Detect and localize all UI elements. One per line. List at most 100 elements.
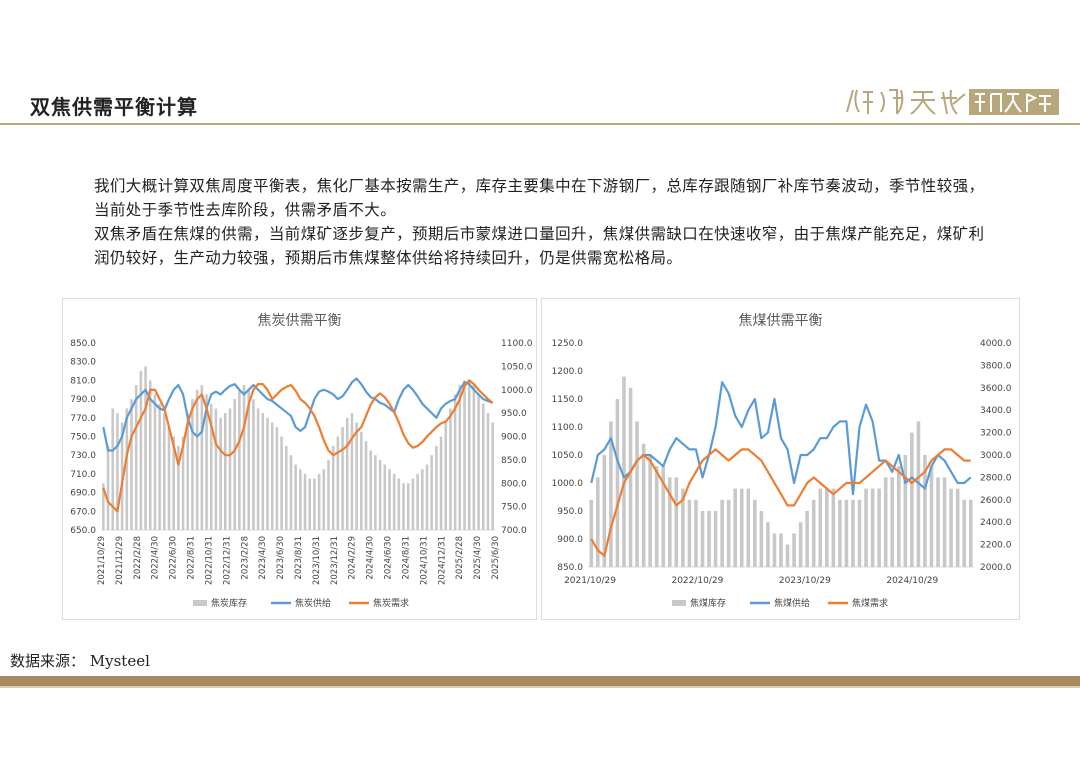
- x-tick-label: 2025/4/30: [473, 536, 483, 580]
- legend-swatch-inventory: [193, 600, 207, 606]
- inventory-bar: [172, 436, 175, 530]
- inventory-bar: [622, 376, 626, 567]
- inventory-bar: [383, 464, 387, 530]
- y-left-tick-label: 830.0: [70, 358, 96, 368]
- y-right-tick-label: 3800.0: [980, 361, 1012, 371]
- y-left-tick-label: 650.0: [70, 526, 96, 536]
- y-right-tick-label: 2800.0: [980, 473, 1012, 483]
- inventory-bar: [416, 473, 419, 530]
- inventory-bar: [936, 477, 940, 567]
- inventory-bar: [116, 413, 119, 531]
- inventory-bar: [294, 464, 297, 530]
- inventory-bar: [851, 499, 855, 567]
- y-right-tick-label: 3600.0: [980, 384, 1012, 394]
- inventory-bar: [336, 436, 340, 530]
- body-paragraph-1: 我们大概计算双焦周度平衡表，焦化厂基本按需生产，库存主要集中在下游钢厂，总库存跟…: [94, 177, 985, 219]
- inventory-bar: [181, 436, 185, 530]
- x-tick-label: 2022/6/30: [169, 536, 179, 580]
- y-left-tick-label: 710.0: [70, 470, 96, 480]
- x-tick-label: 2021/10/29: [564, 576, 616, 586]
- y-right-tick-label: 2400.0: [980, 518, 1012, 528]
- inventory-bar: [224, 413, 227, 531]
- inventory-bar: [477, 394, 480, 530]
- inventory-bar: [247, 389, 251, 530]
- inventory-bar: [916, 421, 921, 567]
- inventory-bar: [779, 533, 783, 567]
- inventory-bar: [458, 385, 462, 530]
- inventory-bar: [486, 413, 490, 531]
- inventory-bar: [392, 473, 396, 530]
- inventory-bar: [303, 473, 307, 530]
- inventory-bar: [214, 408, 218, 530]
- inventory-bar: [805, 511, 809, 567]
- inventory-bar: [331, 445, 335, 530]
- x-tick-label: 2021/12/29: [115, 536, 125, 585]
- x-tick-label: 2022/10/31: [205, 536, 215, 585]
- x-tick-label: 2024/6/30: [384, 536, 394, 580]
- inventory-bar: [284, 445, 288, 530]
- y-left-tick-label: 1150.0: [552, 395, 584, 405]
- y-left-tick-label: 790.0: [70, 395, 96, 405]
- inventory-bar: [739, 488, 744, 567]
- legend-label-demand: 焦炭需求: [373, 597, 409, 609]
- inventory-bar: [209, 403, 213, 530]
- inventory-bar: [923, 455, 927, 567]
- legend-swatch-inventory: [672, 600, 686, 606]
- inventory-bar: [402, 483, 405, 530]
- x-tick-label: 2024/8/31: [402, 536, 412, 580]
- inventory-bar: [609, 421, 613, 567]
- y-right-tick-label: 800.0: [501, 479, 527, 489]
- inventory-bar: [635, 421, 639, 567]
- inventory-bar: [167, 427, 171, 530]
- inventory-bar: [195, 389, 199, 530]
- inventory-bar: [289, 455, 293, 530]
- inventory-bar: [439, 436, 443, 530]
- y-right-tick-label: 3400.0: [980, 406, 1012, 416]
- inventory-bar: [467, 380, 471, 530]
- inventory-bar: [102, 483, 105, 530]
- inventory-bar: [472, 385, 476, 530]
- x-tick-label: 2022/8/31: [187, 536, 197, 580]
- demand-line: [590, 448, 971, 557]
- inventory-bar: [313, 478, 316, 530]
- inventory-bar: [766, 522, 770, 567]
- inventory-bar: [299, 469, 302, 530]
- inventory-bar: [903, 455, 908, 567]
- inventory-bar: [205, 394, 208, 530]
- inventory-bar: [388, 469, 391, 530]
- inventory-bar: [481, 403, 485, 530]
- logo: [846, 89, 1059, 115]
- inventory-bar: [163, 413, 166, 531]
- inventory-bar: [628, 387, 633, 567]
- x-tick-label: 2021/10/29: [97, 536, 107, 585]
- inventory-bar: [596, 477, 600, 567]
- inventory-bar: [317, 473, 321, 530]
- page-title: 双焦供需平衡计算: [30, 95, 198, 119]
- inventory-bar: [910, 432, 914, 567]
- inventory-bar: [435, 445, 438, 530]
- coke-balance-chart-panel: 焦炭供需平衡 650.0 670.0 690.0 710.0 730.0 750.0 770.…: [62, 298, 537, 620]
- inventory-bar: [707, 511, 711, 567]
- y-left-tick-label: 900.0: [557, 535, 583, 545]
- inventory-bar: [191, 399, 194, 530]
- x-tick-label: 2023/6/30: [276, 536, 286, 580]
- inventory-bar: [615, 399, 620, 567]
- coking-coal-balance-chart: 焦煤供需平衡 850.0 900.0 950.0 1000.0 1050.0 1100.0 1…: [552, 313, 1012, 609]
- x-tick-label: 2023/8/31: [294, 536, 304, 580]
- inventory-bar: [798, 522, 803, 567]
- inventory-bar: [378, 459, 382, 531]
- x-tick-label: 2023/10/31: [312, 536, 322, 585]
- supply-line: [102, 377, 494, 452]
- inventory-bar: [322, 469, 326, 530]
- inventory-bar: [949, 488, 953, 567]
- inventory-bar: [139, 371, 143, 530]
- y-left-tick-label: 810.0: [70, 376, 96, 386]
- y-left-tick-label: 1100.0: [552, 423, 584, 433]
- inventory-bar: [955, 488, 960, 567]
- inventory-bar: [449, 408, 452, 530]
- inventory-bar: [753, 499, 757, 567]
- inventory-bar: [355, 422, 358, 530]
- x-tick-label: 2022/12/31: [222, 536, 232, 585]
- inventory-bar: [261, 413, 265, 531]
- inventory-bar: [929, 466, 934, 567]
